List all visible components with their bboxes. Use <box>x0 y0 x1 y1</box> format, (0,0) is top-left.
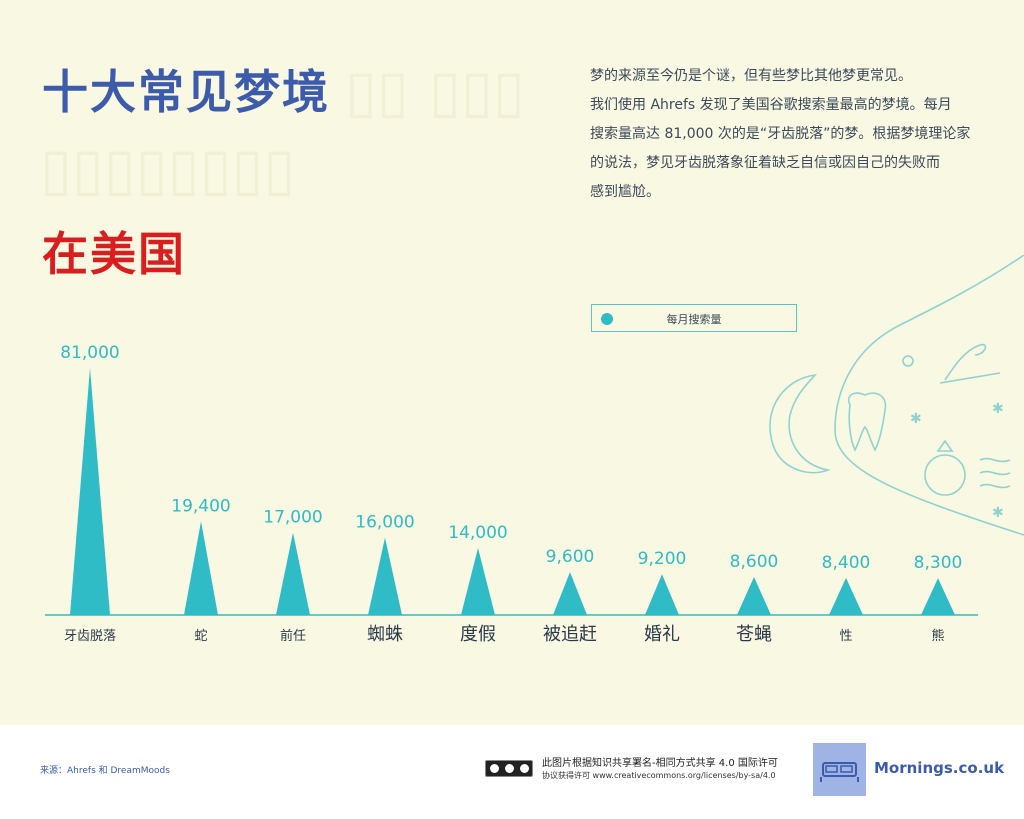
category-label: 苍蝇 <box>736 624 772 645</box>
sa-circle-icon <box>519 763 530 774</box>
source-credit: 来源：Ahrefs 和 DreamMoods <box>40 766 170 776</box>
bar-4 <box>461 547 495 615</box>
footer: 来源：Ahrefs 和 DreamMoods 此图片根据知识共享署名-相同方式共… <box>0 725 1024 819</box>
intro-text: 梦的来源至今仍是个谜，但有些梦比其他梦更常见。 我们使用 Ahrefs 发现了美… <box>590 62 990 207</box>
bed-icon <box>813 743 866 796</box>
license-url: 协议获得许可 www.creativecommons.org/licenses/… <box>542 771 776 780</box>
snake-icon <box>939 343 1001 384</box>
creative-commons-by-sa-icon <box>485 760 533 777</box>
ghost-decoration-1: ▯▯ ▯▯▯ <box>345 57 525 125</box>
value-label: 8,600 <box>730 552 779 572</box>
license-line: 此图片根据知识共享署名-相同方式共享 4.0 国际许可 <box>542 758 778 769</box>
bar-5 <box>553 572 587 615</box>
tooth-icon <box>847 392 887 452</box>
brand-link[interactable]: Mornings.co.uk <box>874 759 1005 777</box>
value-label: 9,600 <box>546 547 595 567</box>
sparkle-icon: ✱ <box>992 401 1004 417</box>
category-label: 牙齿脱落 <box>64 629 116 644</box>
category-label: 蜘蛛 <box>367 624 403 645</box>
intro-line: 梦的来源至今仍是个谜，但有些梦比其他梦更常见。 <box>590 68 912 84</box>
page-title: 十大常见梦境 <box>42 65 330 119</box>
dream-cloud-outline <box>834 255 1024 536</box>
wind-icon <box>979 457 1011 489</box>
dream-illustration: ✱ ✱ ✱ <box>769 255 1024 536</box>
category-label: 蛇 <box>194 629 207 644</box>
by-circle-icon <box>504 763 515 774</box>
value-label: 8,400 <box>822 553 871 573</box>
bed-icon-glyph <box>820 762 859 782</box>
sparkle-icon: ✱ <box>910 411 922 427</box>
category-label: 性 <box>839 629 852 644</box>
category-label: 熊 <box>931 628 944 644</box>
bubble-icon <box>902 355 914 367</box>
intro-line: 搜索量高达 81,000 次的是“牙齿脱落”的梦。根据梦境理论家 <box>590 126 971 142</box>
sparkle-icon: ✱ <box>992 505 1004 521</box>
value-label: 8,300 <box>914 553 963 573</box>
diamond-icon <box>936 439 954 452</box>
value-label: 81,000 <box>60 343 119 363</box>
ghost-decoration-2: ▯▯▯▯▯▯▯▯ <box>40 135 296 203</box>
bar-8 <box>829 577 863 615</box>
license-text: 此图片根据知识共享署名-相同方式共享 4.0 国际许可 协议获得许可 www.c… <box>542 758 778 782</box>
chart-legend: 每月搜索量 <box>591 304 797 332</box>
bar-0 <box>70 368 110 615</box>
legend-label: 每月搜索量 <box>666 313 722 326</box>
category-label: 度假 <box>460 624 496 645</box>
intro-line: 的说法，梦见牙齿脱落象征着缺乏自信或因自己的失败而 <box>590 155 940 171</box>
bar-2 <box>276 532 310 615</box>
bar-9 <box>921 578 955 615</box>
category-label: 前任 <box>280 628 306 644</box>
bar-3 <box>368 537 402 615</box>
value-label: 19,400 <box>171 496 230 516</box>
value-label: 16,000 <box>355 513 414 533</box>
category-label: 婚礼 <box>644 624 680 645</box>
cc-circle-icon <box>489 763 500 774</box>
value-label: 14,000 <box>448 523 507 543</box>
moon-icon <box>769 373 831 474</box>
infographic-main: ▯▯ ▯▯▯ ▯▯▯▯▯▯▯▯ 十大常见梦境 在美国 梦的来源至今仍是个谜，但有… <box>40 57 1024 645</box>
intro-line: 感到尴尬。 <box>590 184 660 200</box>
ring-icon <box>924 454 966 496</box>
intro-line: 我们使用 Ahrefs 发现了美国谷歌搜索量最高的梦境。每月 <box>590 97 952 113</box>
legend-dot <box>601 313 613 325</box>
page-subtitle: 在美国 <box>42 227 186 281</box>
bar-6 <box>645 574 679 615</box>
value-label: 9,200 <box>638 549 687 569</box>
value-label: 17,000 <box>263 508 322 528</box>
category-label: 被追赶 <box>543 624 597 645</box>
bar-chart: 81,000 牙齿脱落 19,400 蛇 17,000 前任 16,000 蜘蛛 14,000 度… <box>45 343 978 645</box>
bar-7 <box>737 577 771 615</box>
bar-1 <box>184 521 218 615</box>
